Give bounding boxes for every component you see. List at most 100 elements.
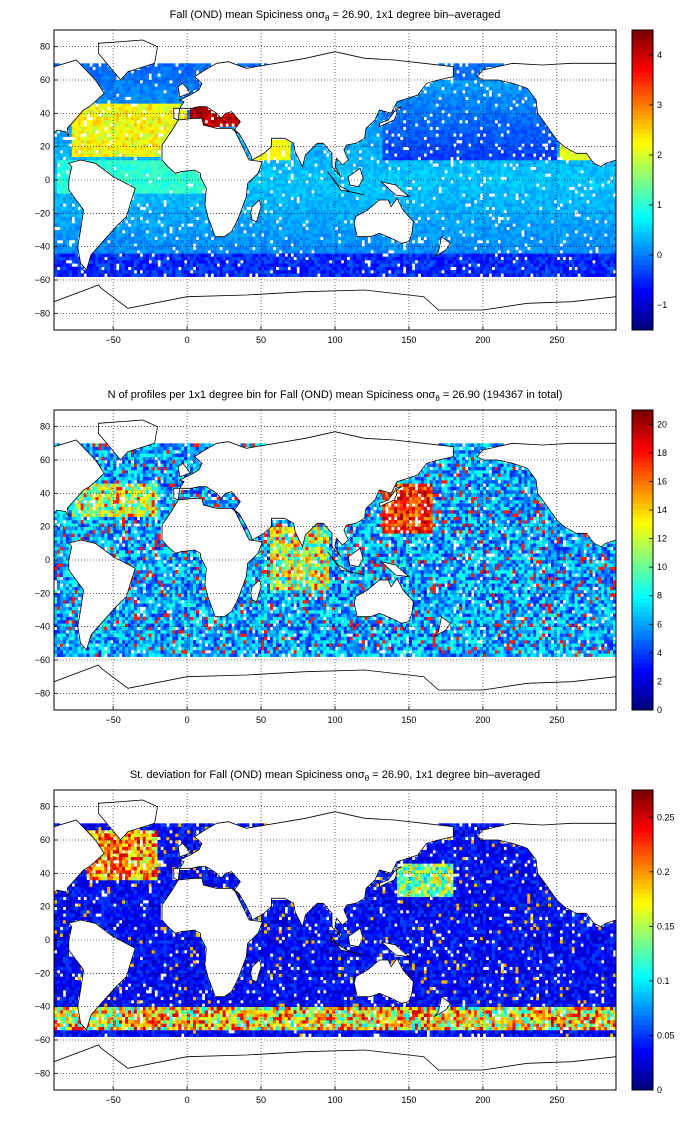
land-australia <box>353 957 414 1004</box>
land-borneo <box>347 547 364 568</box>
x-tick-label: 50 <box>256 1095 266 1105</box>
colorbar-tick-label: 6 <box>657 619 662 629</box>
land-namerica <box>54 59 105 137</box>
coastlines <box>54 799 616 1090</box>
panel-1-title: Fall (OND) mean Spiciness onσθ = 26.90, … <box>54 8 616 26</box>
land-newguinea <box>380 561 411 578</box>
data-cells <box>54 823 616 1037</box>
colorbar-tick-label: 1 <box>657 200 662 210</box>
y-tick-label: −80 <box>35 1068 50 1078</box>
colorbar-tick-label: 0 <box>657 250 662 260</box>
x-tick-label: 250 <box>549 335 564 345</box>
colorbar-tick-label: 0.1 <box>657 976 670 986</box>
land-japan <box>378 866 402 888</box>
y-tick-label: −60 <box>35 655 50 665</box>
y-tick-label: −40 <box>35 242 50 252</box>
x-tick-label: 150 <box>401 335 416 345</box>
x-tick-label: 250 <box>549 1095 564 1105</box>
panel-2-title: N of profiles per 1x1 degree bin for Fal… <box>54 388 616 406</box>
land-antarctica <box>54 284 616 330</box>
x-tick-label: 0 <box>185 715 190 725</box>
colorbar-tick-label: 2 <box>657 676 662 686</box>
colorbar-tick-label: 2 <box>657 150 662 160</box>
y-tick-label: 40 <box>40 868 50 878</box>
colorbar-tick-label: 12 <box>657 534 667 544</box>
y-tick-label: 80 <box>40 42 50 52</box>
land-nz <box>433 996 451 1018</box>
x-tick-label: 0 <box>185 1095 190 1105</box>
x-tick-label: 100 <box>327 715 342 725</box>
colorbar-tick-label: 18 <box>657 448 667 458</box>
land-australia <box>353 197 414 244</box>
land-indonesia <box>327 551 365 576</box>
colorbar-tick-label: 10 <box>657 562 667 572</box>
y-tick-label: 60 <box>40 835 50 845</box>
y-tick-label: −20 <box>35 588 50 598</box>
land-namerica_e <box>476 442 616 548</box>
colorbar-tick-label: 14 <box>657 505 667 515</box>
map-panel-2: −50 0 50 100 150 200 250806040200−20−40−60−802… <box>35 409 667 725</box>
y-tick-label: 20 <box>40 522 50 532</box>
coastlines <box>54 419 616 710</box>
land-japan <box>378 486 402 508</box>
y-tick-label: −20 <box>35 208 50 218</box>
land-nz <box>433 236 451 258</box>
land-borneo <box>347 927 364 948</box>
colorbar-tick-label: 0.15 <box>657 921 675 931</box>
map-panel-3: −50 0 50 100 150 200 250806040200−20−40−60−800… <box>35 789 675 1105</box>
land-namerica_e <box>476 822 616 928</box>
y-tick-label: 60 <box>40 455 50 465</box>
colorbar-tick-label: 4 <box>657 648 662 658</box>
land-namerica_e <box>476 62 616 168</box>
y-tick-label: 0 <box>45 555 50 565</box>
x-tick-label: −50 <box>106 335 121 345</box>
colorbar-3: 0.25 0.2 0.15 0.1 0.05 0 <box>631 789 675 1095</box>
panel-3-title: St. deviation for Fall (OND) mean Spicin… <box>54 768 616 786</box>
y-tick-label: 80 <box>40 802 50 812</box>
grid-lines <box>54 410 616 710</box>
y-tick-label: 20 <box>40 902 50 912</box>
land-newguinea <box>380 941 411 958</box>
y-tick-label: 40 <box>40 488 50 498</box>
colorbar-1: 4 3 2 1 0 −1 <box>631 29 667 331</box>
land-madagascar <box>250 579 262 603</box>
x-tick-label: 250 <box>549 715 564 725</box>
y-tick-label: −60 <box>35 275 50 285</box>
colorbar-tick-label: −1 <box>657 300 667 310</box>
x-tick-label: 100 <box>327 1095 342 1105</box>
x-tick-label: −50 <box>106 715 121 725</box>
land-antarctica <box>54 1044 616 1090</box>
colorbar-tick-label: 20 <box>657 419 667 429</box>
x-tick-label: 100 <box>327 335 342 345</box>
land-samerica <box>68 159 136 271</box>
land-borneo <box>347 167 364 188</box>
colorbar-tick-label: 8 <box>657 591 662 601</box>
x-tick-label: 0 <box>185 335 190 345</box>
land-antarctica <box>54 664 616 710</box>
grid-lines <box>54 790 616 1090</box>
land-japan <box>378 106 402 128</box>
y-tick-label: −40 <box>35 1002 50 1012</box>
coastlines <box>54 39 616 330</box>
data-cells <box>54 63 616 277</box>
land-australia <box>353 577 414 624</box>
colorbar-tick-label: 4 <box>657 50 662 60</box>
y-tick-label: −80 <box>35 308 50 318</box>
y-tick-label: −60 <box>35 1035 50 1045</box>
land-samerica <box>68 539 136 651</box>
colorbar-tick-label: 0 <box>657 1085 662 1095</box>
y-tick-label: 80 <box>40 422 50 432</box>
y-tick-label: −20 <box>35 968 50 978</box>
data-cells <box>54 443 616 657</box>
x-tick-label: 50 <box>256 715 266 725</box>
y-tick-label: 0 <box>45 175 50 185</box>
land-indonesia <box>327 931 365 956</box>
x-tick-label: −50 <box>106 1095 121 1105</box>
y-tick-label: −80 <box>35 688 50 698</box>
x-tick-label: 200 <box>475 1095 490 1105</box>
land-nz <box>433 616 451 638</box>
colorbar-tick-label: 0.05 <box>657 1030 675 1040</box>
map-panel-1: −50 0 50 100 150 200 250806040200−20−40−60−804… <box>35 29 667 345</box>
